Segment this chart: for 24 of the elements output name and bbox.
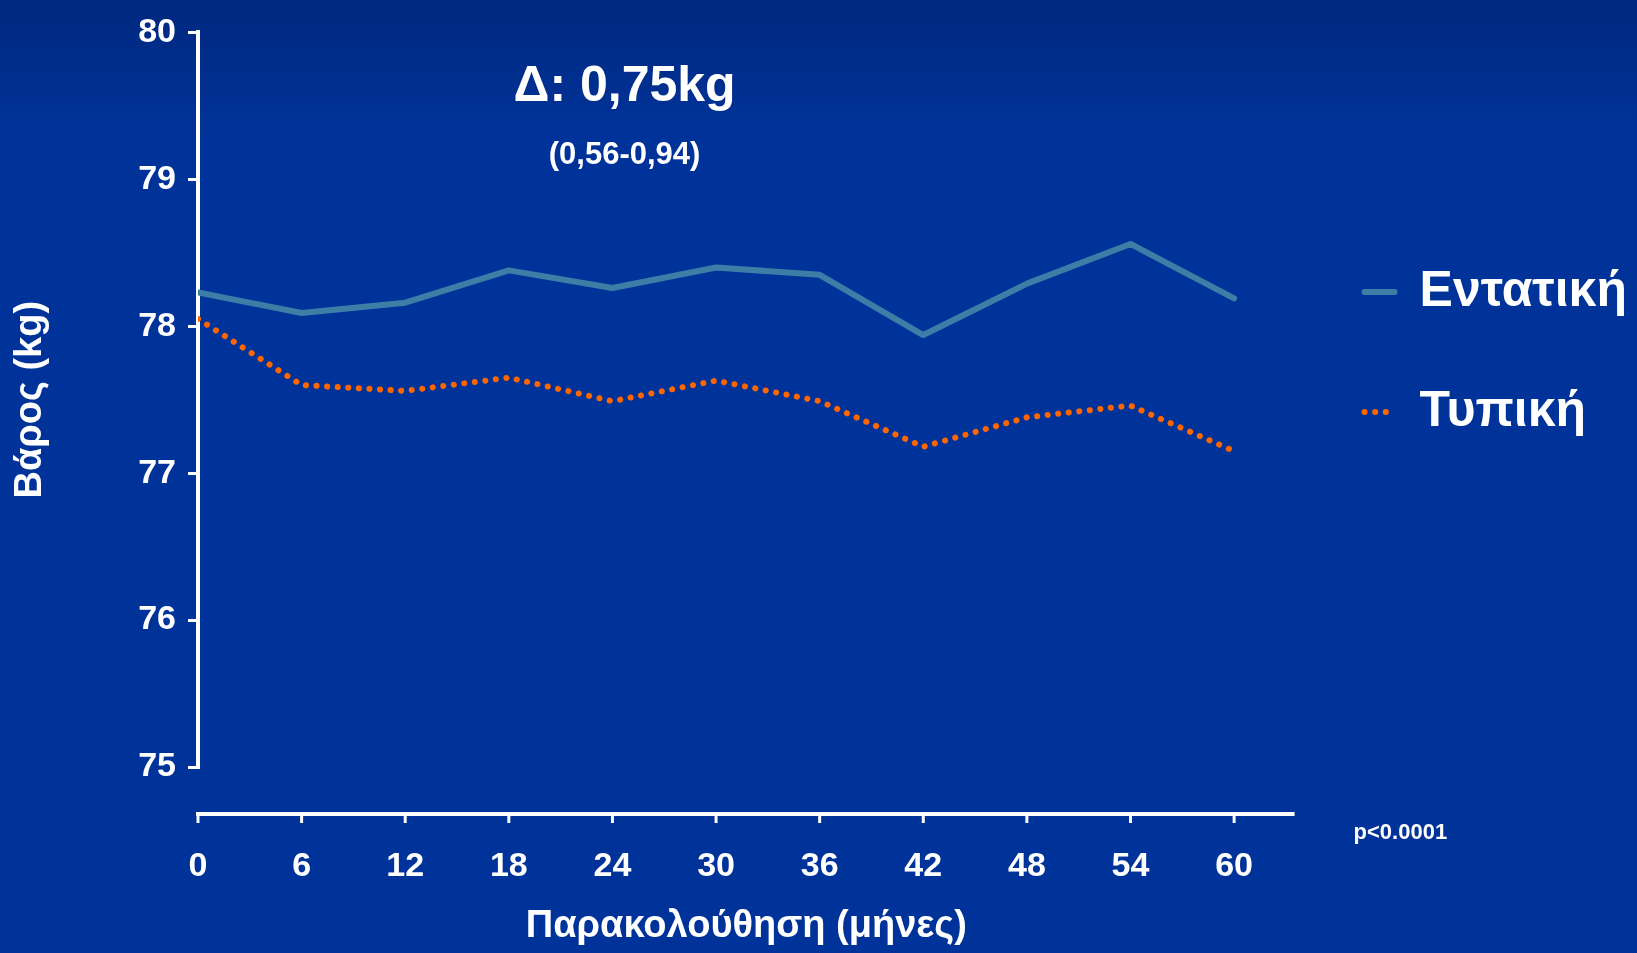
y-tick-label: 78	[138, 304, 176, 343]
y-axis-title: Βάρος (kg)	[7, 300, 50, 499]
x-tick-label: 18	[489, 844, 528, 883]
x-tick-label: 12	[386, 844, 425, 883]
x-tick-label: 54	[1111, 844, 1150, 883]
x-tick-label: 42	[904, 844, 943, 883]
x-tick-label: 48	[1007, 844, 1046, 883]
text: p<0.0001	[1353, 819, 1448, 845]
x-axis-title: Παρακολούθηση (μήνες)	[525, 902, 967, 945]
y-tick-label: 79	[138, 157, 176, 196]
y-tick-label: 80	[138, 10, 176, 49]
annotation: Δ: 0,75kg	[513, 55, 736, 114]
y-tick-label: 75	[138, 745, 176, 784]
x-tick-label: 24	[593, 844, 632, 883]
x-tick-label: 30	[697, 844, 735, 883]
x-tick-label: 6	[292, 844, 312, 883]
x-tick-label: 36	[800, 844, 839, 883]
legend-label: Τυπική	[1419, 380, 1587, 437]
y-tick-label: 77	[138, 451, 176, 490]
legend-label: Εντατική	[1419, 260, 1628, 317]
y-tick-label: 76	[138, 598, 176, 637]
annotation: (0,56-0,94)	[548, 135, 701, 172]
x-tick-label: 60	[1215, 844, 1254, 883]
x-tick-label: 0	[188, 844, 208, 883]
